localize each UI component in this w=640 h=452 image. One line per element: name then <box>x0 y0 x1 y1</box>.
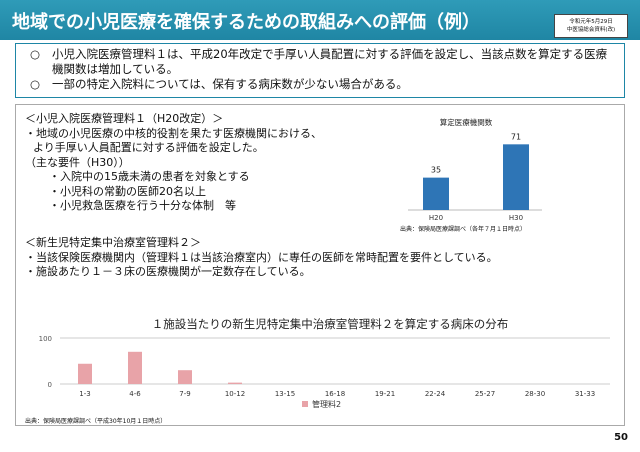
legend-label: 管理料2 <box>312 399 341 409</box>
distribution-bar-chart: 100 0 1-3 4-6 7-9 10-12 13-15 16-18 19-21 22-24 25… <box>39 335 610 409</box>
distribution-chart-title: １施設当たりの新生児特定集中治療室管理料２を算定する病床の分布 <box>151 317 509 331</box>
requirements-heading: （主な要件（H30）） <box>25 155 130 169</box>
summary-item: ○ 小児入院医療管理料１は、平成20年改定で手厚い人員配置に対する評価を設定し、… <box>30 47 616 77</box>
stamp-source: 中医協総会資料(改) <box>566 27 616 33</box>
summary-text: 小児入院医療管理料１は、平成20年改定で手厚い人員配置に対する評価を設定し、当該… <box>52 47 608 76</box>
page-title: 地域での小児医療を確保するための取組みへの評価（例） <box>12 12 480 33</box>
summary-text: 一部の特定入院料については、保有する病床数が少ない場合がある。 <box>52 77 408 91</box>
section-pediatric: ＜小児入院医療管理料１（H20改定）＞ ・地域の小児医療の中核的役割を果たす医療… <box>25 112 322 214</box>
x-tick-label: 1-3 <box>79 390 90 398</box>
section-text: ・当該保険医療機関内（管理料１は当該治療室内）に専任の医師を常時配置を要件として… <box>25 250 498 264</box>
x-tick-label: 16-18 <box>325 390 345 398</box>
mini-bar-chart: 35 H20 71 H30 <box>408 132 542 222</box>
section-heading: ＜小児入院医療管理料１（H20改定）＞ <box>25 112 224 125</box>
data-label: 35 <box>431 166 441 175</box>
title-bar: 地域での小児医療を確保するための取組みへの評価（例） 令和元年5月29日 中医協… <box>0 0 640 40</box>
summary-item: ○ 一部の特定入院料については、保有する病床数が少ない場合がある。 <box>30 77 616 92</box>
legend-swatch <box>302 401 308 407</box>
x-tick-label: H20 <box>429 214 443 222</box>
x-tick-label: 31-33 <box>575 390 595 398</box>
requirement-item: ・入院中の15歳未満の患者を対象とする <box>49 170 250 183</box>
x-tick-label: 13-15 <box>275 390 295 398</box>
bar <box>228 382 242 384</box>
x-tick-label: 28-30 <box>525 390 545 398</box>
circle-bullet-icon: ○ <box>30 47 41 61</box>
y-tick-label: 0 <box>48 381 52 389</box>
x-tick-label: 25-27 <box>475 390 495 398</box>
document-stamp: 令和元年5月29日 中医協総会資料(改) <box>554 14 628 38</box>
x-tick-label: 22-24 <box>425 390 446 398</box>
x-tick-label: 10-12 <box>225 390 245 398</box>
section-heading: ＜新生児特定集中治療室管理料２＞ <box>25 236 201 249</box>
y-tick-label: 100 <box>39 335 52 343</box>
mini-chart-title: 算定医療機関数 <box>439 118 493 127</box>
x-tick-label: 19-21 <box>375 390 395 398</box>
source-note-2: 出典：保険局医療課調べ（平成30年10月１日時点） <box>25 418 167 425</box>
circle-bullet-icon: ○ <box>30 77 41 91</box>
summary-box: ○ 小児入院医療管理料１は、平成20年改定で手厚い人員配置に対する評価を設定し、… <box>15 43 625 98</box>
x-tick-label: 7-9 <box>179 390 190 398</box>
x-tick-label: H30 <box>509 214 523 222</box>
requirement-item: ・小児科の常勤の医師20名以上 <box>49 184 206 198</box>
section-text: ・施設あたり１－３床の医療機関が一定数存在している。 <box>25 265 311 278</box>
data-label: 71 <box>511 132 521 141</box>
bar <box>128 351 142 384</box>
source-note-1: 出典：保険局医療課調べ（各年７月１日時点） <box>400 226 527 233</box>
bar <box>178 370 192 384</box>
x-tick-label: 4-6 <box>129 390 141 398</box>
bar <box>423 177 449 210</box>
requirement-item: ・小児救急医療を行う十分な体制 等 <box>49 199 236 212</box>
page-number: 50 <box>614 432 628 443</box>
bar <box>503 144 529 210</box>
stamp-date: 令和元年5月29日 <box>569 19 613 25</box>
section-nicu: ＜新生児特定集中治療室管理料２＞ ・当該保険医療機関内（管理料１は当該治療室内）… <box>25 236 498 280</box>
bar <box>78 363 92 384</box>
section-text: ・地域の小児医療の中核的役割を果たす医療機関における、 <box>25 126 322 140</box>
section-text: より手厚い人員配置に対する評価を設定した。 <box>33 141 264 154</box>
